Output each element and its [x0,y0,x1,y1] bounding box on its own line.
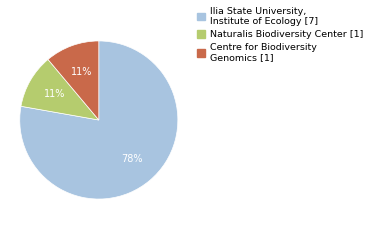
Text: 11%: 11% [71,67,92,77]
Text: 11%: 11% [44,89,65,99]
Legend: Ilia State University,
Institute of Ecology [7], Naturalis Biodiversity Center [: Ilia State University, Institute of Ecol… [195,5,365,64]
Wedge shape [20,41,178,199]
Wedge shape [48,41,99,120]
Text: 78%: 78% [121,154,142,164]
Wedge shape [21,60,99,120]
